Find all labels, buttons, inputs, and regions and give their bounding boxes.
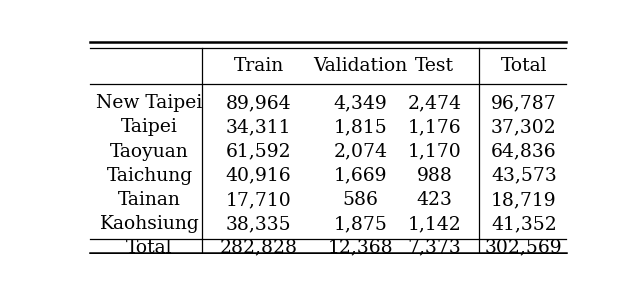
Text: Taoyuan: Taoyuan [110,142,189,161]
Text: 96,787: 96,787 [491,94,557,112]
Text: 43,573: 43,573 [491,167,557,185]
Text: 7,373: 7,373 [408,239,461,256]
Text: 41,352: 41,352 [491,215,557,233]
Text: 988: 988 [417,167,452,185]
Text: 302,569: 302,569 [485,239,563,256]
Text: 2,074: 2,074 [333,142,387,161]
Text: Taichung: Taichung [106,167,193,185]
Text: Taipei: Taipei [121,119,178,137]
Text: Total: Total [126,239,173,256]
Text: 1,815: 1,815 [333,119,387,137]
Text: 1,875: 1,875 [333,215,387,233]
Text: 1,176: 1,176 [408,119,461,137]
Text: 586: 586 [342,191,378,209]
Text: 37,302: 37,302 [491,119,557,137]
Text: 1,142: 1,142 [408,215,461,233]
Text: 4,349: 4,349 [333,94,387,112]
Text: 64,836: 64,836 [491,142,557,161]
Text: 282,828: 282,828 [220,239,298,256]
Text: Test: Test [415,57,454,75]
Text: 1,170: 1,170 [408,142,461,161]
Text: New Taipei: New Taipei [96,94,203,112]
Text: 40,916: 40,916 [226,167,291,185]
Text: Kaohsiung: Kaohsiung [100,215,199,233]
Text: 18,719: 18,719 [491,191,557,209]
Text: 89,964: 89,964 [226,94,291,112]
Text: Tainan: Tainan [118,191,181,209]
Text: 34,311: 34,311 [226,119,291,137]
Text: 2,474: 2,474 [408,94,461,112]
Text: Validation: Validation [313,57,408,75]
Text: 12,368: 12,368 [328,239,393,256]
Text: 1,669: 1,669 [333,167,387,185]
Text: 38,335: 38,335 [226,215,291,233]
Text: 423: 423 [417,191,452,209]
Text: 17,710: 17,710 [226,191,291,209]
Text: 61,592: 61,592 [226,142,291,161]
Text: Train: Train [234,57,284,75]
Text: Total: Total [500,57,547,75]
